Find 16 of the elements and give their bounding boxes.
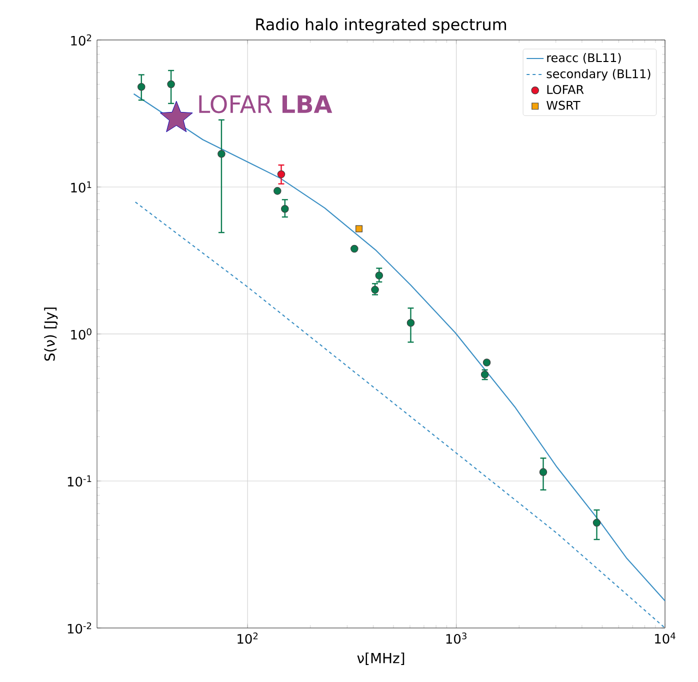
y-axis-title: S(ν) [Jy] <box>44 308 58 361</box>
x-axis-title: ν[MHz] <box>357 652 404 666</box>
y-tick-label: 10$^{0}$ <box>71 328 92 340</box>
y-tick-label: 10$^{1}$ <box>71 181 92 193</box>
legend-label: LOFAR <box>547 84 584 94</box>
x-tick-label: 10$^{2}$ <box>238 632 258 644</box>
y-tick-label: 10$^{2}$ <box>71 34 92 46</box>
x-tick-label: 10$^{4}$ <box>655 632 676 644</box>
annotation: LOFAR LBA <box>199 95 332 114</box>
legend-label: WSRT <box>546 100 580 110</box>
x-tick-label: 10$^{3}$ <box>446 632 466 644</box>
y-tick-label: 10$^{-2}$ <box>68 622 92 634</box>
chart-title: Radio halo integrated spectrum <box>256 18 506 34</box>
legend-label: reacc (BL11) <box>547 52 621 64</box>
y-tick-label: 10$^{-1}$ <box>68 475 92 487</box>
legend-label: secondary (BL11) <box>546 68 650 81</box>
